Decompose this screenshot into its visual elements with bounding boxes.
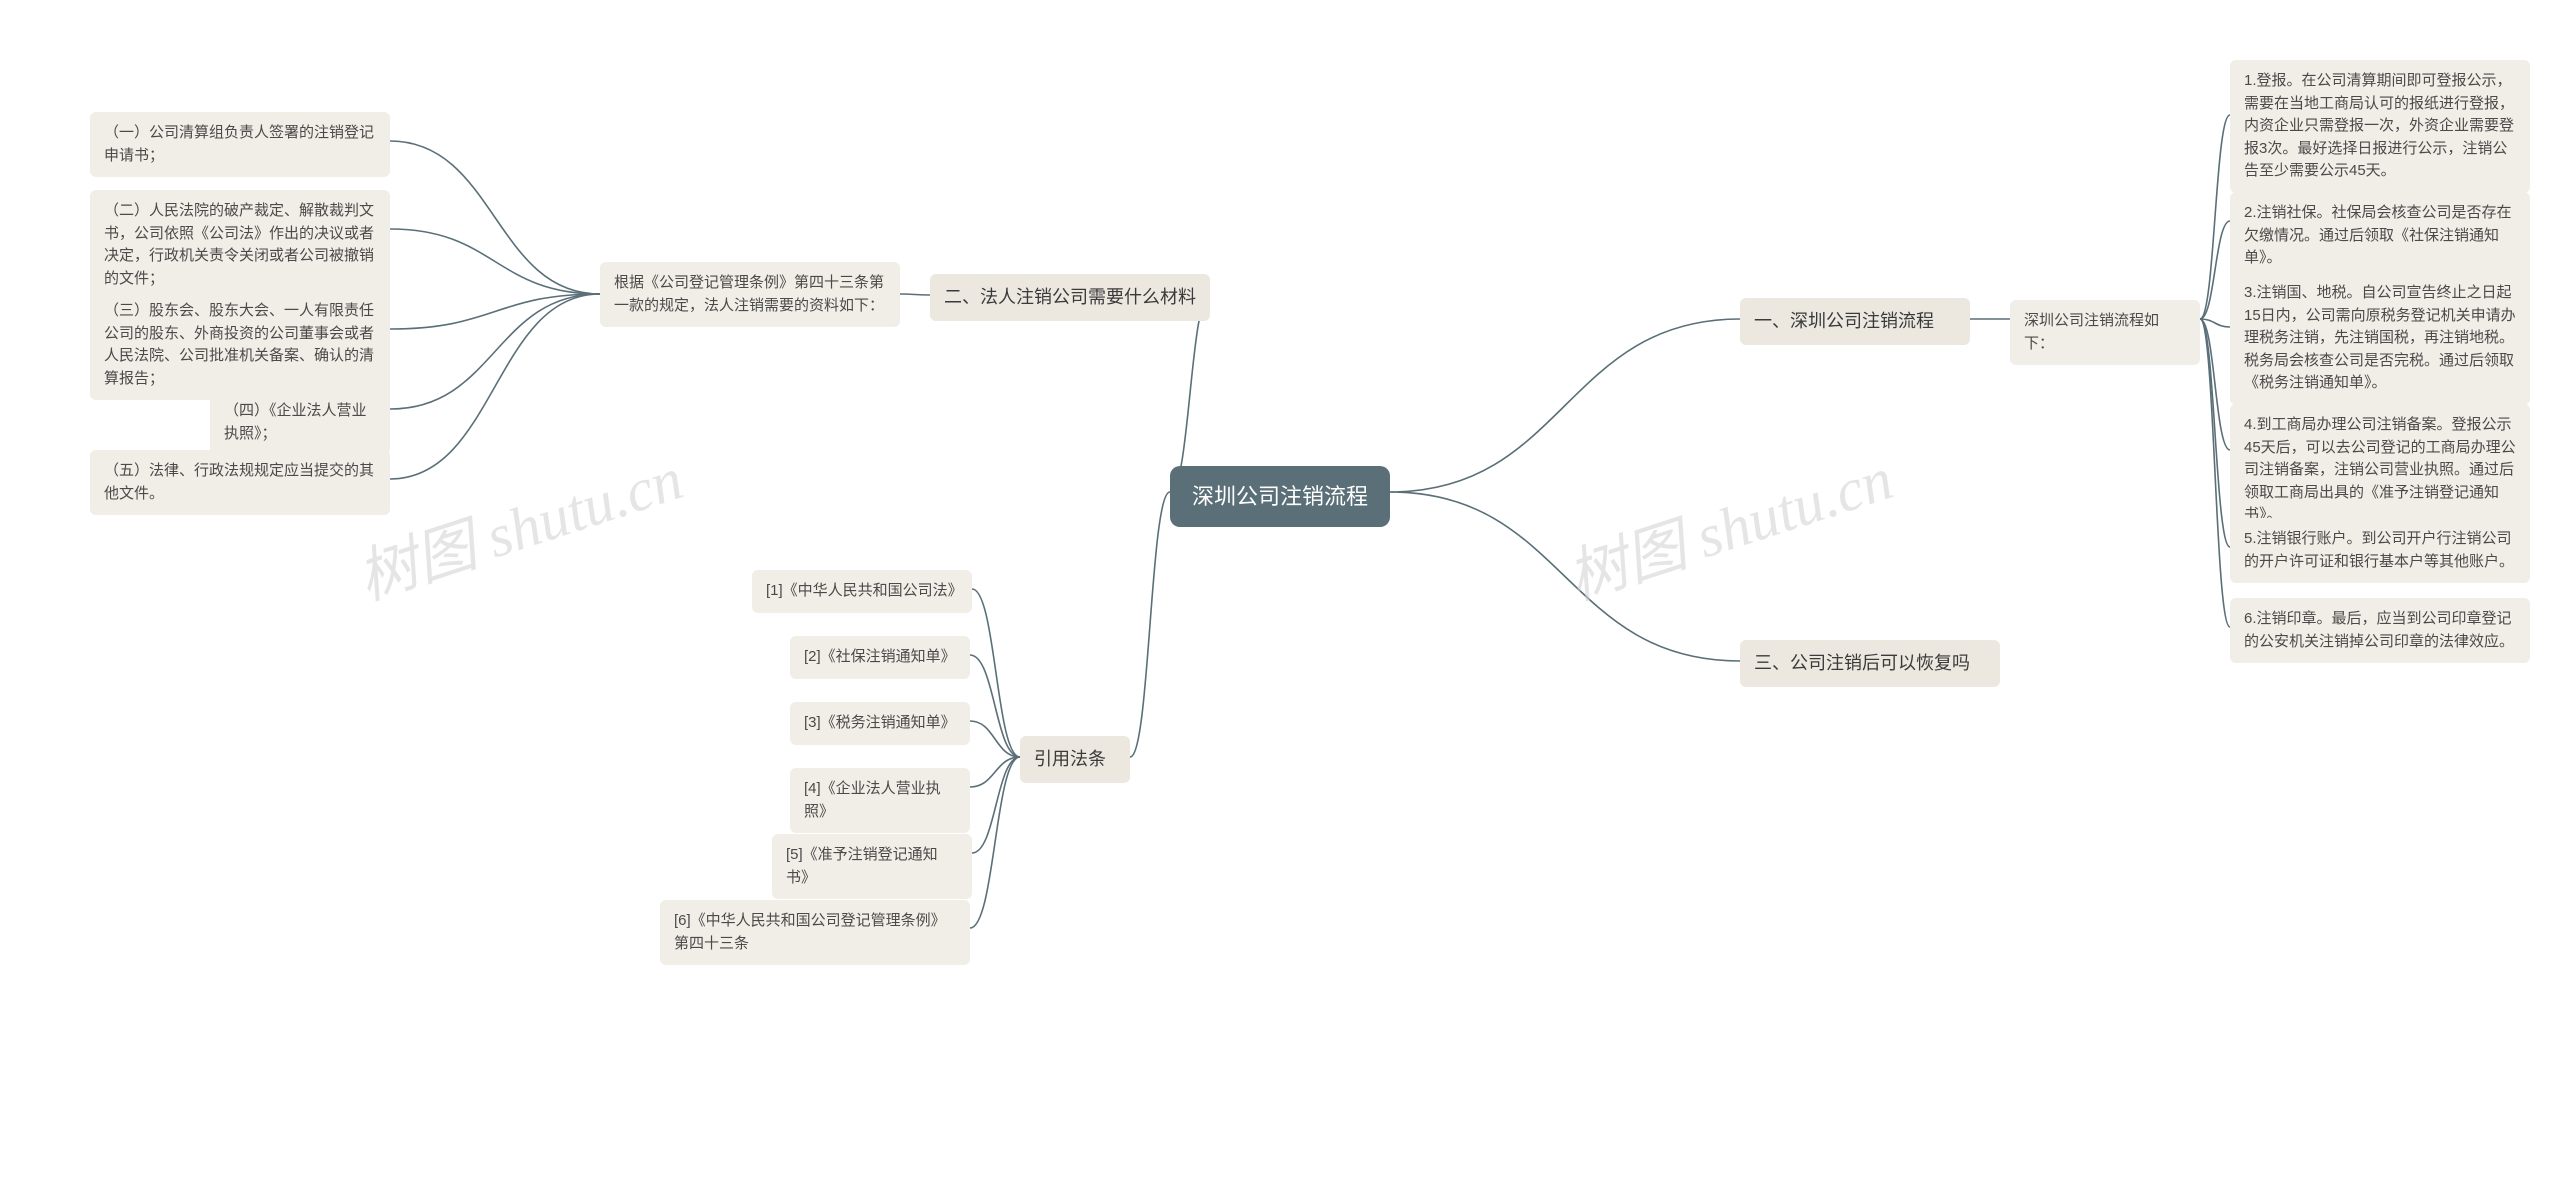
node-l1a2: （二）人民法院的破产裁定、解散裁判文书，公司依照《公司法》作出的决议或者决定，行…: [90, 190, 390, 300]
node-r1a: 深圳公司注销流程如下：: [2010, 300, 2200, 365]
branch-r1: 一、深圳公司注销流程: [1740, 298, 1970, 345]
node-l2a: [1]《中华人民共和国公司法》: [752, 570, 972, 613]
node-r1a3: 3.注销国、地税。自公司宣告终止之日起15日内，公司需向原税务登记机关申请办理税…: [2230, 272, 2530, 405]
node-r1a5: 5.注销银行账户。到公司开户行注销公司的开户许可证和银行基本户等其他账户。: [2230, 518, 2530, 583]
node-r1a2: 2.注销社保。社保局会核查公司是否存在欠缴情况。通过后领取《社保注销通知单》。: [2230, 192, 2530, 280]
node-l2e: [5]《准予注销登记通知书》: [772, 834, 972, 899]
branch-l2: 引用法条: [1020, 736, 1130, 783]
connector-layer: [0, 0, 2560, 1203]
node-l1a4: （四）《企业法人营业执照》；: [210, 390, 390, 455]
node-l2b: [2]《社保注销通知单》: [790, 636, 970, 679]
node-l1a3: （三）股东会、股东大会、一人有限责任公司的股东、外商投资的公司董事会或者人民法院…: [90, 290, 390, 400]
node-l1a: 根据《公司登记管理条例》第四十三条第一款的规定，法人注销需要的资料如下：: [600, 262, 900, 327]
node-l2d: [4]《企业法人营业执照》: [790, 768, 970, 833]
branch-l1: 二、法人注销公司需要什么材料: [930, 274, 1210, 321]
node-r1a1: 1.登报。在公司清算期间即可登报公示，需要在当地工商局认可的报纸进行登报，内资企…: [2230, 60, 2530, 193]
node-l2c: [3]《税务注销通知单》: [790, 702, 970, 745]
node-r1a4: 4.到工商局办理公司注销备案。登报公示45天后，可以去公司登记的工商局办理公司注…: [2230, 404, 2530, 537]
node-r1a6: 6.注销印章。最后，应当到公司印章登记的公安机关注销掉公司印章的法律效应。: [2230, 598, 2530, 663]
root-node: 深圳公司注销流程: [1170, 466, 1390, 527]
watermark: 树图 shutu.cn: [345, 430, 692, 617]
watermark: 树图 shutu.cn: [1555, 430, 1902, 617]
node-l1a5: （五）法律、行政法规规定应当提交的其他文件。: [90, 450, 390, 515]
branch-r2: 三、公司注销后可以恢复吗: [1740, 640, 2000, 687]
node-l1a1: （一）公司清算组负责人签署的注销登记申请书；: [90, 112, 390, 177]
node-l2f: [6]《中华人民共和国公司登记管理条例》 第四十三条: [660, 900, 970, 965]
